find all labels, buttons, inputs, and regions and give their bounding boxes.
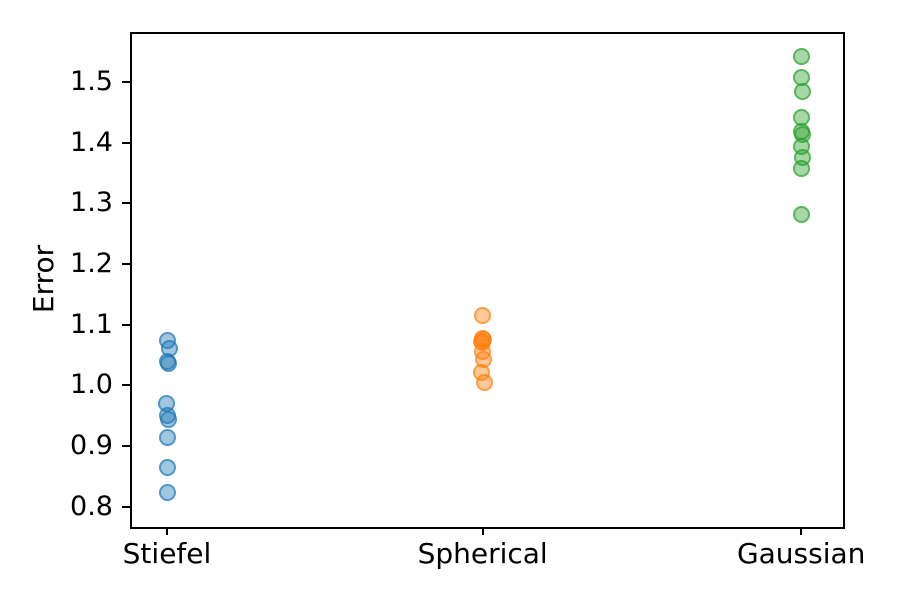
point-stiefel: [158, 483, 176, 501]
y-tick-label: 1.2: [70, 247, 113, 279]
y-tick-label: 1.4: [70, 126, 113, 158]
point-spherical: [474, 307, 492, 324]
plot-area: [130, 32, 845, 529]
y-tick-label: 1.5: [70, 65, 113, 97]
y-tick-label: 1.1: [70, 308, 113, 340]
x-tick-label-gaussian: Gaussian: [736, 537, 866, 570]
y-tick-label: 1.3: [70, 187, 113, 219]
x-tick-mark: [165, 527, 168, 535]
point-stiefel: [158, 459, 176, 477]
point-stiefel: [158, 429, 176, 447]
point-spherical: [476, 374, 494, 392]
point-stiefel: [159, 410, 177, 428]
x-tick-label-spherical: Spherical: [417, 537, 548, 570]
point-gaussian: [792, 48, 810, 66]
y-tick-mark: [122, 80, 130, 83]
y-tick-mark: [122, 505, 130, 508]
x-tick-label-stiefel: Stiefel: [122, 537, 212, 570]
y-tick-label: 0.9: [70, 430, 113, 462]
point-gaussian: [792, 159, 810, 177]
y-tick-label: 0.8: [70, 490, 113, 522]
y-tick-mark: [122, 323, 130, 326]
point-gaussian: [792, 206, 810, 224]
y-tick-mark: [122, 262, 130, 265]
y-tick-label: 1.0: [70, 369, 113, 401]
point-stiefel: [159, 355, 177, 372]
x-tick-mark: [800, 527, 803, 535]
y-tick-mark: [122, 445, 130, 448]
point-gaussian: [793, 83, 811, 100]
y-tick-mark: [122, 384, 130, 387]
x-tick-mark: [481, 527, 484, 535]
y-tick-mark: [122, 141, 130, 144]
y-tick-mark: [122, 202, 130, 205]
